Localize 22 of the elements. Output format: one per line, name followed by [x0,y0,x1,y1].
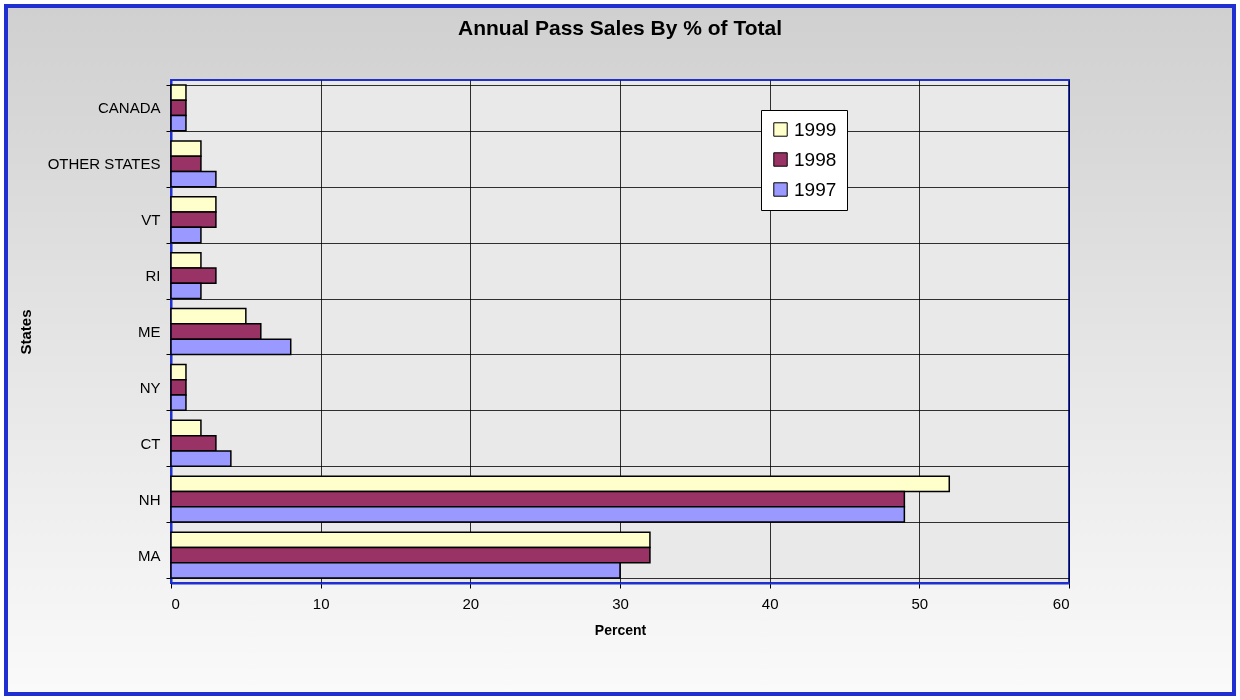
y-tick-label: VT [141,211,161,229]
legend-label: 1997 [794,178,837,200]
y-tick-label: CT [140,434,161,452]
chart-title: Annual Pass Sales By % of Total [457,16,783,39]
x-tick-label: 40 [761,594,779,612]
x-axis-title: Percent [594,621,647,638]
y-tick-label: ME [138,323,161,340]
y-tick-label: MA [138,546,161,564]
y-tick-label: CANADA [97,99,161,117]
legend-label: 1999 [794,118,837,140]
x-tick-label: 60 [1052,594,1070,612]
y-tick-label: OTHER STATES [47,155,161,173]
legend-label: 1998 [794,148,837,170]
y-tick-label: RI [145,267,161,285]
y-axis-title: States [16,309,34,355]
x-tick-label: 30 [612,594,629,612]
y-tick-label: NY [139,378,161,396]
x-tick-label: 20 [462,594,480,612]
x-tick-label: 0 [171,594,180,612]
x-tick-label: 50 [911,594,929,612]
x-tick-label: 10 [312,594,330,612]
y-tick-label: NH [138,490,161,508]
